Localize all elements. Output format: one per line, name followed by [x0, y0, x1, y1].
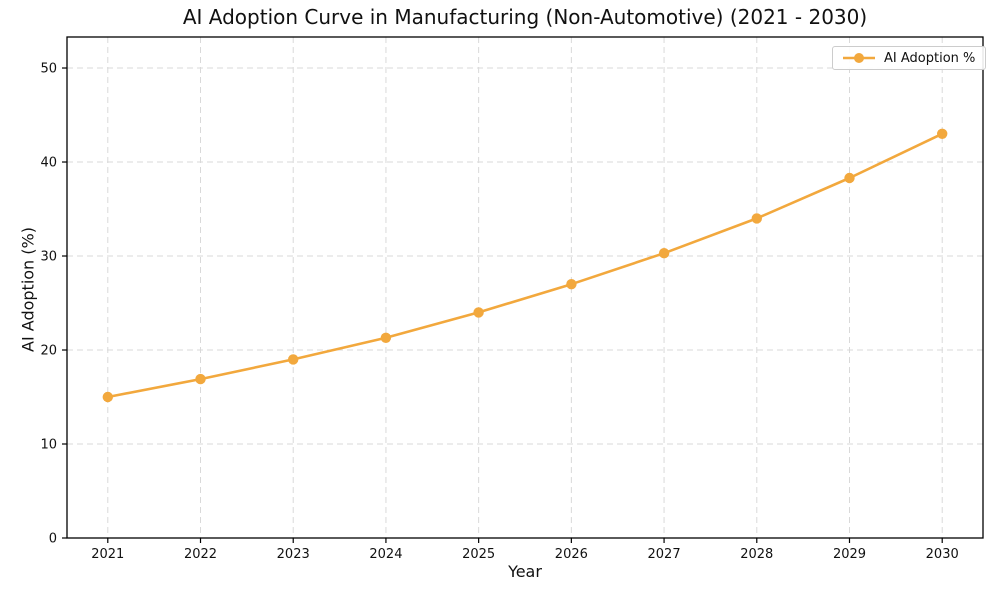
data-point-2030: [937, 128, 948, 139]
legend-line-marker-icon: [843, 53, 875, 63]
chart-title: AI Adoption Curve in Manufacturing (Non-…: [182, 5, 868, 29]
data-point-2025: [473, 307, 484, 318]
data-point-2026: [566, 279, 577, 290]
legend: AI Adoption %: [832, 46, 987, 70]
x-tick-label: 2029: [833, 547, 866, 562]
y-tick-label: 50: [40, 62, 57, 77]
data-point-2027: [658, 248, 670, 259]
x-tick-label: 2021: [91, 547, 124, 562]
y-tick-label: 10: [40, 438, 57, 453]
data-point-2023: [288, 354, 299, 365]
y-tick-label: 20: [40, 344, 57, 359]
x-tick-label: 2024: [369, 547, 402, 562]
data-point-2021: [102, 391, 114, 403]
x-tick-label: 2022: [184, 547, 217, 562]
plot-border: [66, 36, 984, 539]
data-point-2024: [380, 332, 392, 343]
x-tick-label: 2030: [926, 547, 959, 562]
data-point-2022: [195, 373, 206, 385]
x-tick-label: 2026: [555, 547, 588, 562]
data-point-2028: [751, 213, 762, 224]
y-tick-label: 40: [40, 156, 57, 171]
y-tick-label: 0: [49, 532, 57, 547]
legend-label: AI Adoption %: [884, 50, 976, 66]
data-point-2029: [844, 172, 855, 184]
y-axis-label: AI Adoption (%): [18, 227, 38, 352]
x-tick-label: 2025: [462, 547, 495, 562]
x-tick-label: 2028: [740, 547, 773, 562]
adoption-line: [106, 132, 944, 399]
x-tick-label: 2023: [277, 547, 310, 562]
x-tick-label: 2027: [648, 547, 681, 562]
x-axis-label: Year: [508, 562, 542, 581]
y-tick-label: 30: [40, 250, 57, 265]
